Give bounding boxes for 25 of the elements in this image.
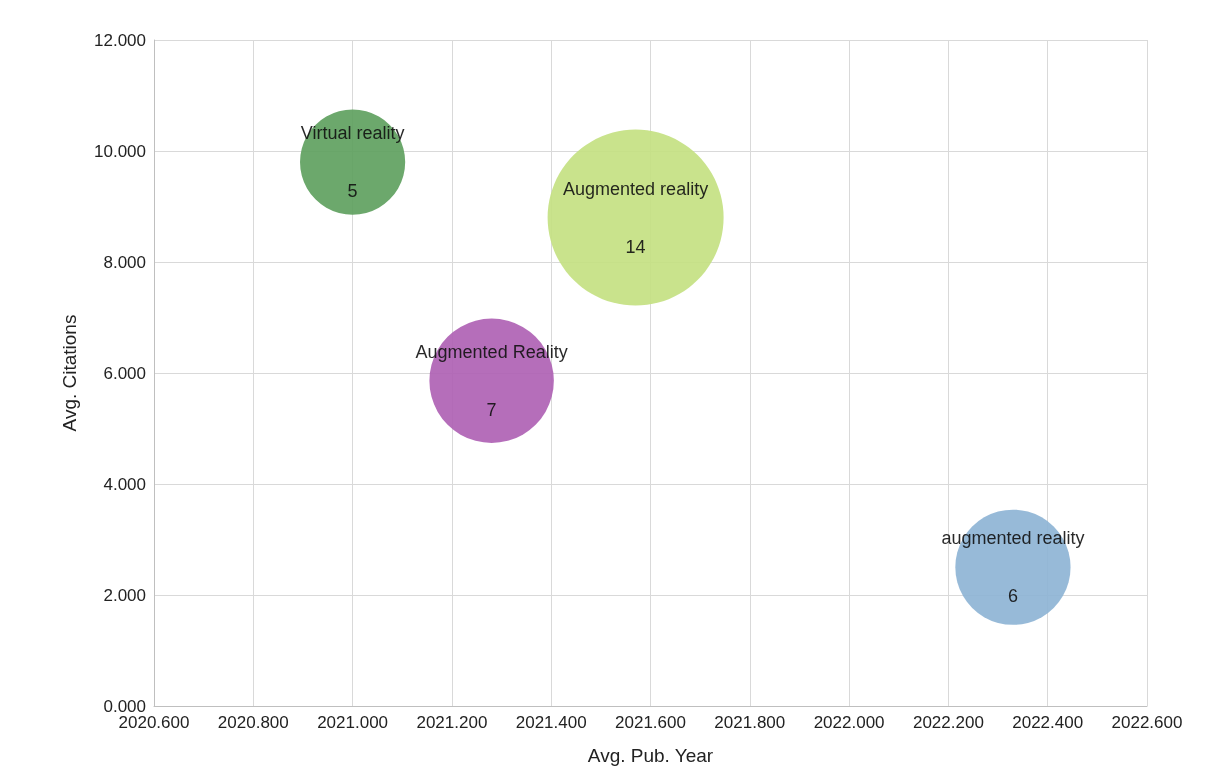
x-tick-label: 2022.000 (813, 713, 885, 732)
x-tick-label: 2021.400 (515, 713, 587, 732)
y-tick-label: 10.000 (94, 141, 146, 161)
x-tick-label: 2022.600 (1111, 713, 1183, 732)
x-tick-label: 2021.200 (416, 713, 488, 732)
data-label: 7 (486, 399, 497, 420)
y-axis-title: Avg. Citations (59, 314, 80, 432)
y-tick-label: 6.000 (103, 363, 146, 383)
x-tick-label: 2021.800 (714, 713, 786, 732)
y-tick-label: 2.000 (103, 585, 146, 605)
x-tick-label: 2021.000 (317, 713, 389, 732)
data-label: 5 (347, 181, 358, 202)
y-tick-label: 4.000 (103, 474, 146, 494)
y-tick-label: 12.000 (94, 30, 146, 50)
data-label: 6 (1007, 586, 1018, 607)
series-label: Augmented reality (563, 178, 709, 199)
y-tick-label: 8.000 (103, 252, 146, 272)
x-tick-label: 2022.200 (912, 713, 984, 732)
data-label: 14 (625, 236, 646, 257)
x-tick-label: 2022.400 (1012, 713, 1084, 732)
y-tick-label: 0.000 (103, 696, 146, 716)
x-tick-label: 2020.800 (217, 713, 289, 732)
x-axis-title: Avg. Pub. Year (587, 745, 714, 766)
x-tick-label: 2021.600 (615, 713, 686, 732)
x-tick-label: 2020.600 (118, 713, 190, 732)
